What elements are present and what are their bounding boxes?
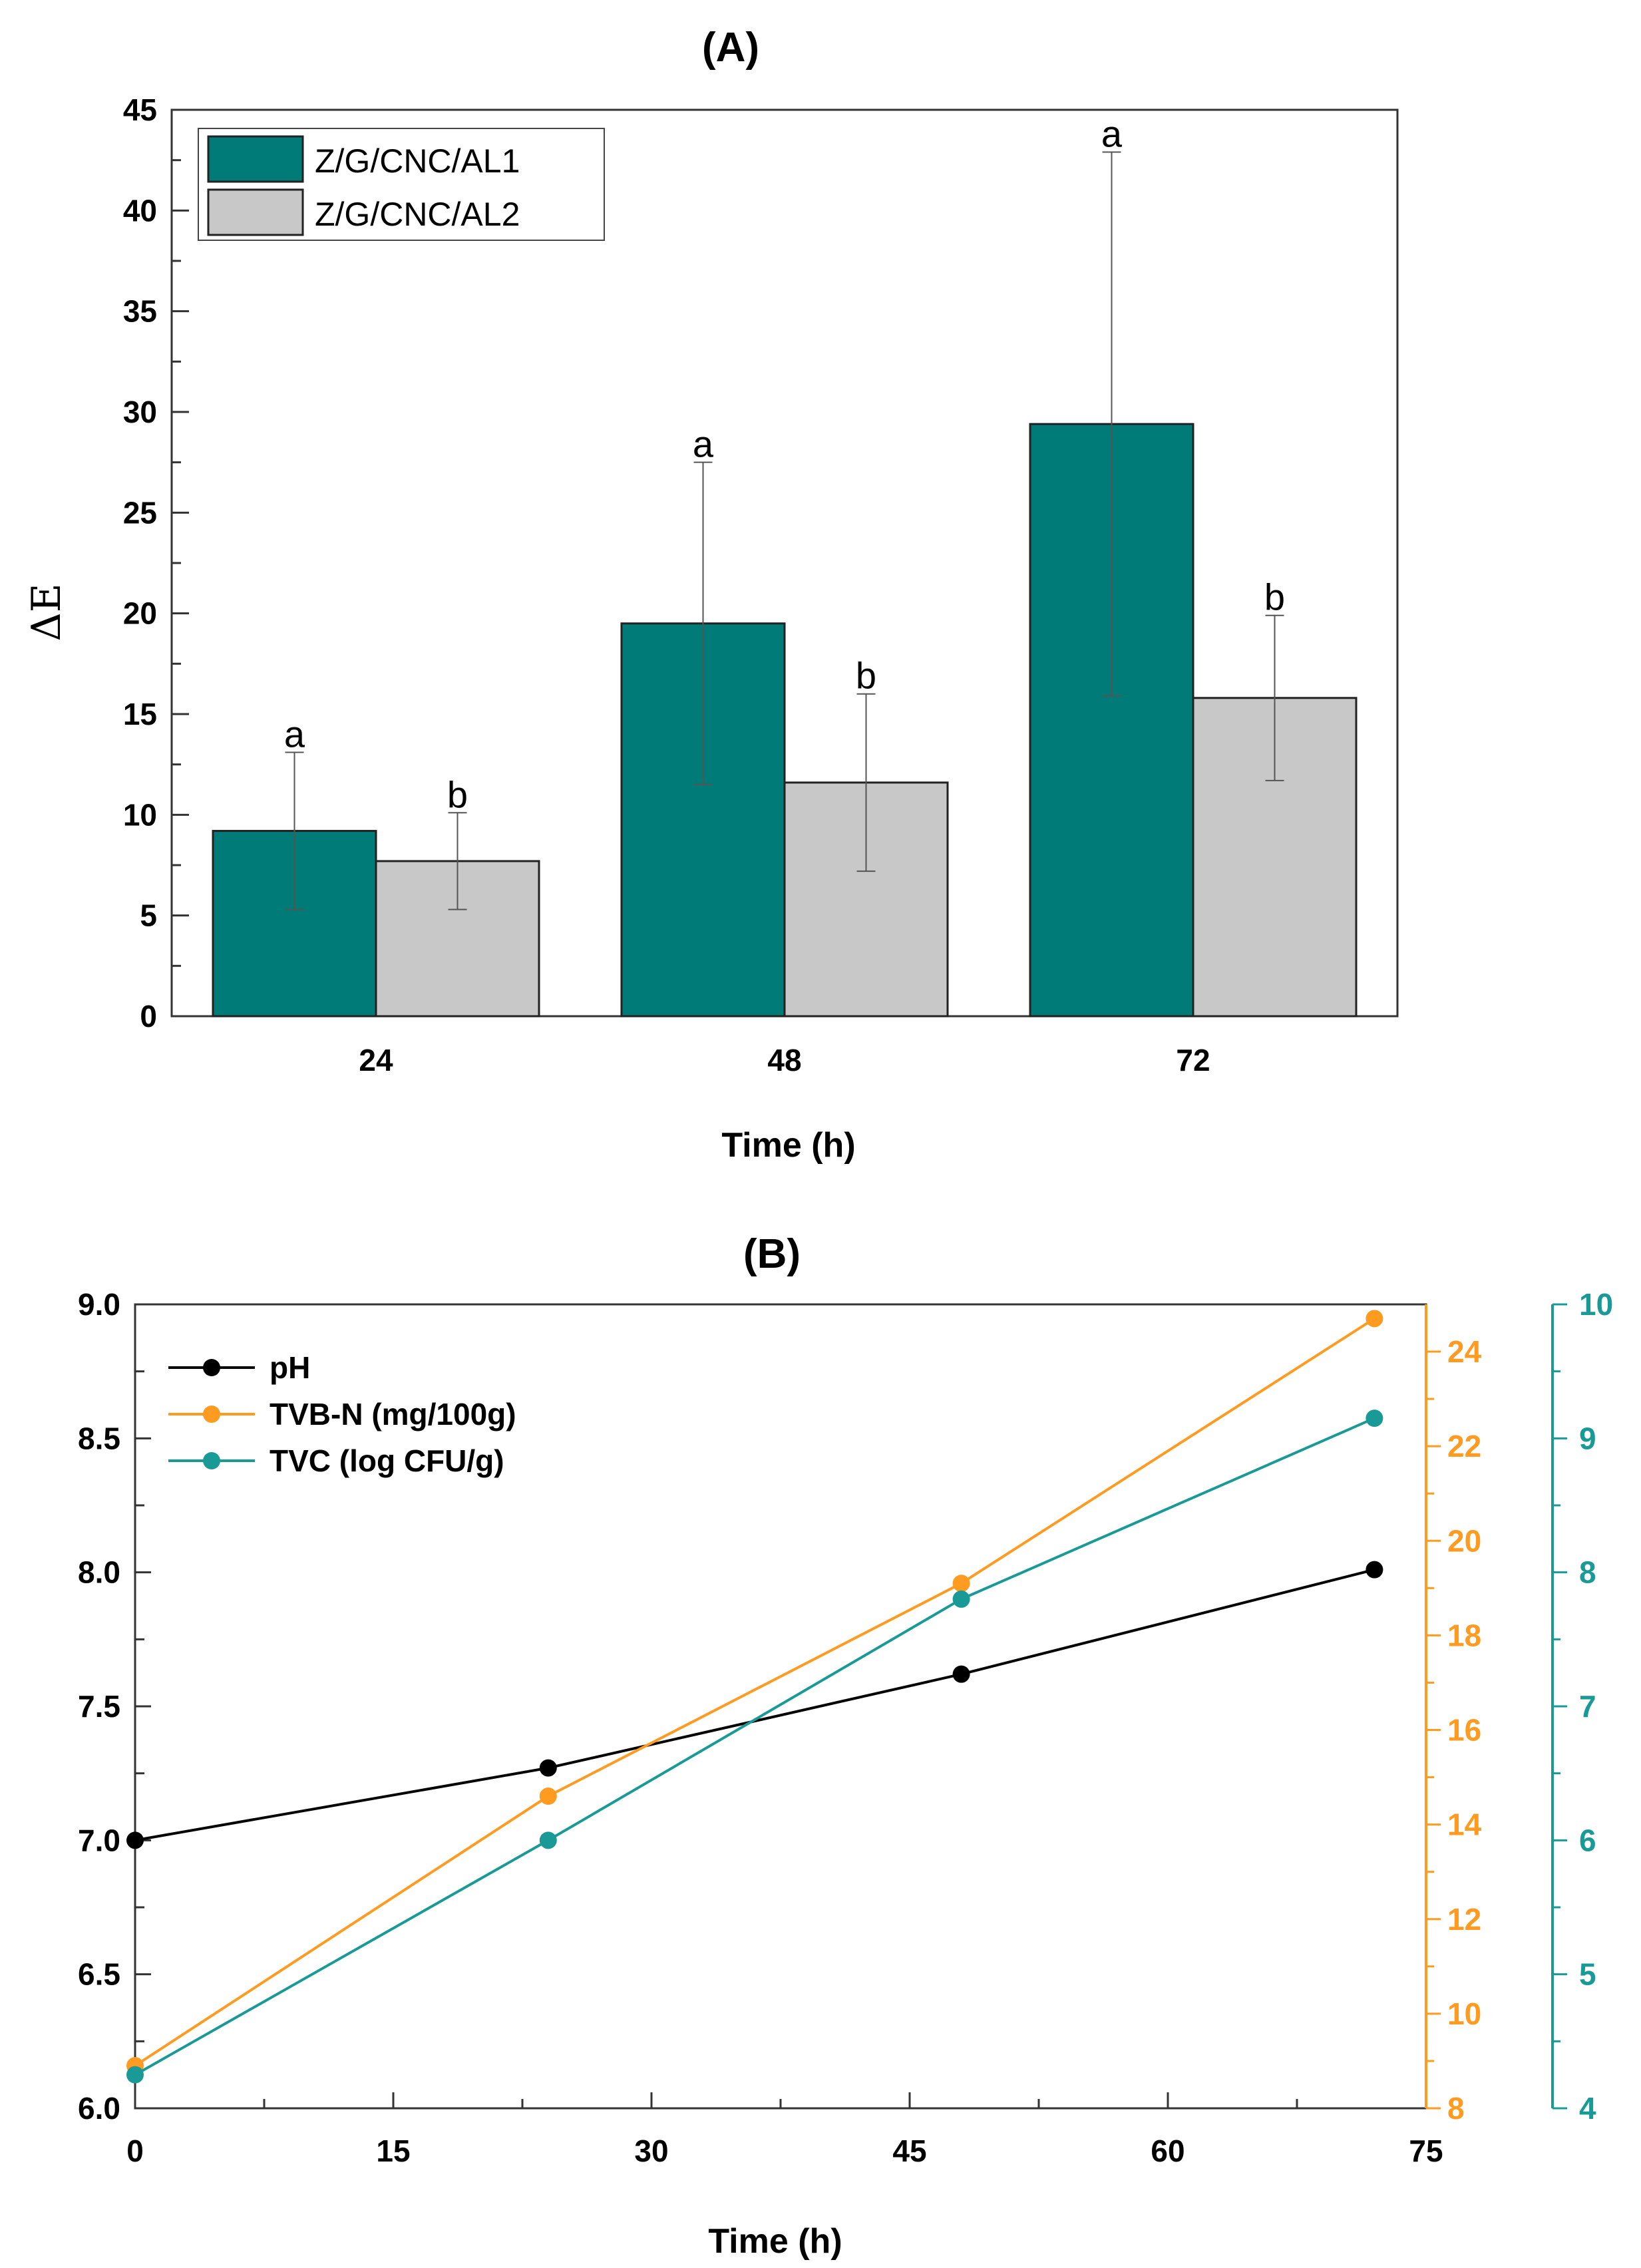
panel-b-left-y-tick-label: 8.0 xyxy=(78,1555,120,1590)
panel-b-right1-y-tick-label: 22 xyxy=(1447,1429,1481,1463)
panel-a-y-tick-label: 10 xyxy=(123,797,157,832)
panel-b-right2-y-tick-label: 8 xyxy=(1579,1555,1596,1590)
panel-a-significance-letter: b xyxy=(856,655,876,697)
panel-a-legend-swatch xyxy=(207,135,304,183)
panel-a-y-tick-label: 25 xyxy=(123,495,157,530)
panel-b-data-point xyxy=(952,1665,970,1683)
panel-a-x-tick-label: 48 xyxy=(767,1043,801,1077)
panel-b-x-tick-label: 15 xyxy=(376,2134,410,2168)
panel-b-legend-label: TVC (log CFU/g) xyxy=(270,1443,504,1478)
panel-b-x-axis-title: Time (h) xyxy=(708,2222,842,2261)
panel-b-right2-y-tick-label: 6 xyxy=(1579,1823,1596,1857)
panel-a-y-tick-label: 15 xyxy=(123,697,157,731)
panel-a-legend-swatch xyxy=(207,188,304,236)
panel-a-x-tick-label: 24 xyxy=(359,1043,393,1077)
panel-b-right1-y-tick-label: 24 xyxy=(1447,1334,1482,1369)
panel-b-data-point xyxy=(126,2066,144,2084)
panel-b-right2-y-tick-label: 9 xyxy=(1579,1421,1596,1455)
panel-b-x-tick-label: 30 xyxy=(634,2134,668,2168)
panel-b-right1-y-tick-label: 20 xyxy=(1447,1523,1481,1558)
panel-b-data-point xyxy=(1366,1310,1383,1328)
panel-b-data-point xyxy=(952,1590,970,1608)
panel-b-data-point xyxy=(539,1788,557,1805)
panel-a-y-tick-label: 45 xyxy=(123,93,157,127)
panel-b-title: (B) xyxy=(743,1231,801,1277)
panel-b-data-point xyxy=(126,1831,144,1849)
panel-a-significance-letter: b xyxy=(447,773,468,815)
panel-b-left-y-tick-label: 6.0 xyxy=(78,2091,120,2126)
panel-b-data-point xyxy=(1366,1561,1383,1579)
panel-a-y-tick-label: 40 xyxy=(123,193,157,228)
panel-a-y-tick-label: 30 xyxy=(123,395,157,429)
panel-a-y-axis-title: ΔE xyxy=(23,583,70,641)
panel-b-right2-y-tick-label: 4 xyxy=(1579,2091,1596,2126)
panel-b-legend-label: TVB-N (mg/100g) xyxy=(270,1397,516,1431)
panel-a-significance-letter: a xyxy=(284,713,305,755)
panel-b-data-point xyxy=(539,1831,557,1849)
panel-b-legend-marker xyxy=(203,1452,220,1469)
panel-b-right2-y-tick-label: 7 xyxy=(1579,1689,1596,1724)
panel-b-x-tick-label: 75 xyxy=(1409,2134,1443,2168)
panel-a-title: (A) xyxy=(702,25,759,71)
panel-b-series-line xyxy=(134,1417,1375,2076)
panel-a-y-tick-label: 20 xyxy=(123,596,157,631)
panel-a-x-axis-title: Time (h) xyxy=(721,1126,855,1165)
panel-b-right1-y-tick-label: 18 xyxy=(1447,1618,1481,1652)
panel-b-right2-y-tick-label: 5 xyxy=(1579,1957,1596,1992)
panel-b-data-point xyxy=(1366,1410,1383,1427)
panel-a-significance-letter: a xyxy=(693,423,714,465)
panel-b-legend-marker xyxy=(203,1406,220,1423)
panel-b-x-tick-label: 60 xyxy=(1151,2134,1185,2168)
panel-b-right1-y-tick-label: 14 xyxy=(1447,1807,1482,1842)
panel-a-legend-label: Z/G/CNC/AL2 xyxy=(315,196,520,233)
panel-a-y-tick-label: 5 xyxy=(140,898,157,933)
panel-b-left-y-tick-label: 6.5 xyxy=(78,1957,120,1992)
panel-b-series-line xyxy=(134,1568,1375,1842)
panel-b-right1-y-tick-label: 10 xyxy=(1447,1996,1481,2031)
panel-a-x-tick-label: 72 xyxy=(1176,1043,1210,1077)
panel-b-legend-marker xyxy=(203,1359,220,1376)
panel-a-legend-label: Z/G/CNC/AL1 xyxy=(315,142,520,180)
panel-a-significance-letter: a xyxy=(1101,113,1123,155)
panel-b-left-y-tick-label: 7.0 xyxy=(78,1823,120,1857)
panel-a-significance-letter: b xyxy=(1264,576,1285,618)
panel-b-left-y-tick-label: 9.0 xyxy=(78,1287,120,1322)
panel-b-left-y-tick-label: 7.5 xyxy=(78,1689,120,1724)
panel-b-data-point xyxy=(539,1759,557,1777)
panel-b-legend-label: pH xyxy=(270,1350,310,1385)
panel-b-left-y-tick-label: 8.5 xyxy=(78,1421,120,1455)
panel-b-right1-y-tick-label: 8 xyxy=(1447,2091,1465,2126)
panel-b-data-point xyxy=(952,1575,970,1593)
panel-b-x-tick-label: 45 xyxy=(892,2134,926,2168)
panel-a-y-tick-label: 35 xyxy=(123,294,157,329)
panel-b-right1-y-tick-label: 12 xyxy=(1447,1902,1481,1937)
panel-b-right1-y-tick-label: 16 xyxy=(1447,1713,1481,1748)
panel-b-series-line xyxy=(134,1317,1375,2067)
panel-b-x-tick-label: 0 xyxy=(126,2134,144,2168)
panel-a-y-tick-label: 0 xyxy=(140,999,157,1034)
panel-b-right2-y-tick-label: 10 xyxy=(1579,1287,1613,1322)
